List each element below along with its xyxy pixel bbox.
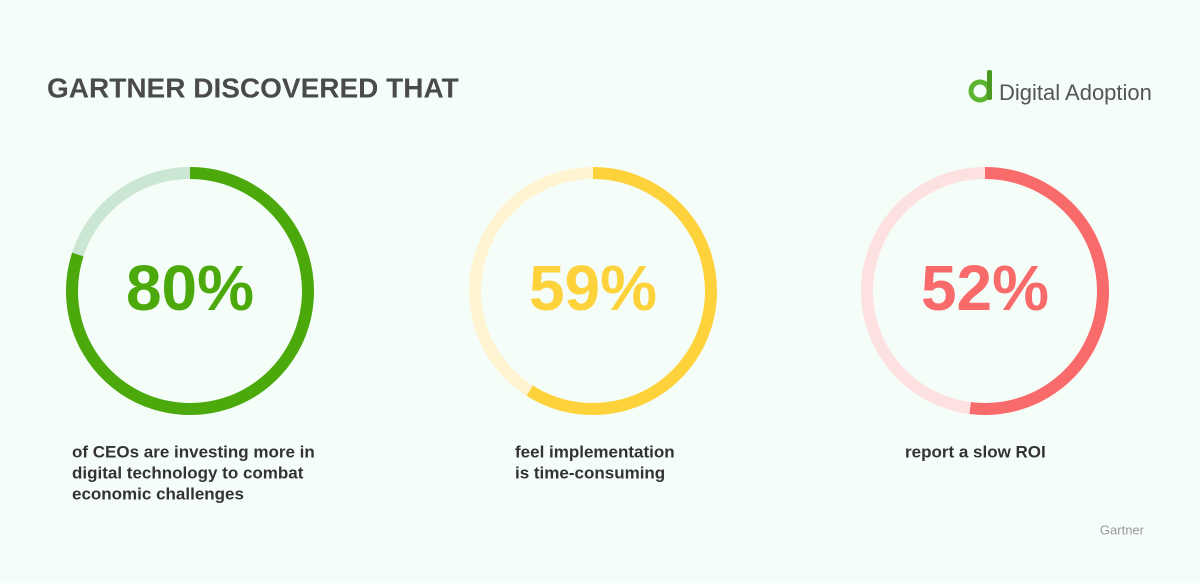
caption-line: feel implementation	[515, 442, 675, 461]
title: GARTNER DISCOVERED THAT	[47, 72, 459, 103]
source: Gartner	[1100, 522, 1145, 537]
caption-line: is time-consuming	[515, 463, 665, 482]
value-label: 59%	[529, 252, 657, 324]
caption-line: economic challenges	[72, 484, 244, 503]
caption-line: digital technology to combat	[72, 463, 304, 482]
caption-line: of CEOs are investing more in	[72, 442, 315, 461]
logo-text: Digital Adoption	[999, 80, 1152, 105]
value-label: 80%	[126, 252, 254, 324]
logo: Digital Adoption	[968, 70, 1152, 105]
ring-arc	[969, 167, 1109, 415]
logo-icon-stem	[987, 70, 992, 100]
value-label: 52%	[921, 252, 1049, 324]
caption-line: report a slow ROI	[905, 442, 1046, 461]
ring-arc	[526, 167, 717, 415]
ring-arc	[66, 167, 314, 415]
